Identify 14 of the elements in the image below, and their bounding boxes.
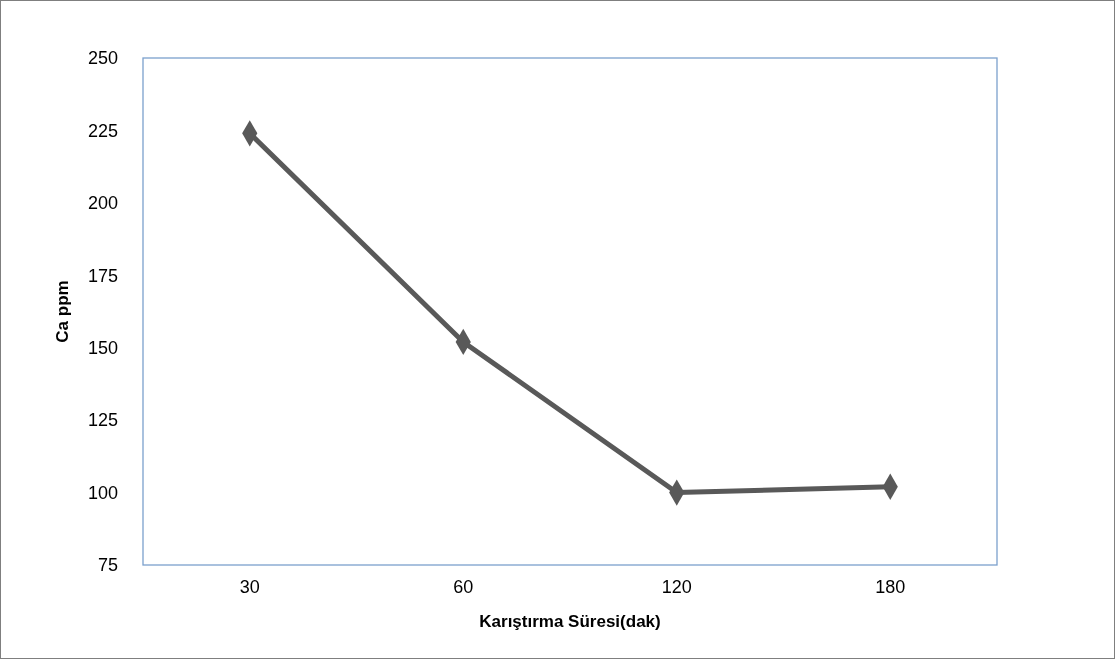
y-tick-label: 125 xyxy=(87,410,118,431)
x-axis-title: Karıştırma Süresi(dak) xyxy=(479,612,661,631)
x-tick-label: 60 xyxy=(453,577,474,597)
y-tick-label: 175 xyxy=(87,265,118,286)
y-tick-label: 250 xyxy=(87,48,118,69)
y-tick-label: 100 xyxy=(87,482,118,503)
y-tick-label: 75 xyxy=(97,555,118,576)
y-axis-title: Ca ppm xyxy=(53,280,72,343)
x-tick-label: 30 xyxy=(239,577,260,597)
x-tick-label: 120 xyxy=(661,577,692,597)
y-tick-label: 200 xyxy=(87,193,118,214)
x-tick-label: 180 xyxy=(875,577,906,597)
y-tick-label: 225 xyxy=(87,120,118,141)
y-tick-label: 150 xyxy=(87,338,118,359)
